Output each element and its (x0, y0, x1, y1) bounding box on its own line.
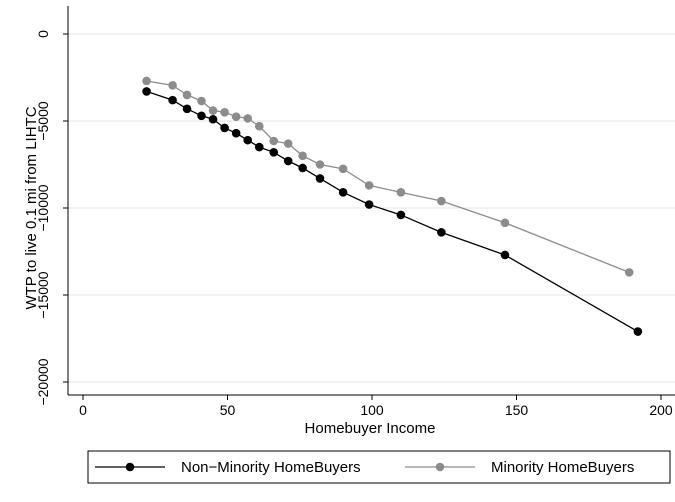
series-0-point-1 (168, 95, 177, 105)
series-1-point-9 (269, 136, 279, 146)
series-0-point-5 (220, 123, 229, 133)
x-tick-label-1: 50 (220, 402, 236, 418)
x-tick-label-2: 100 (360, 402, 384, 418)
series-layer (142, 76, 643, 336)
series-1-point-12 (315, 160, 325, 169)
series-1-point-6 (231, 112, 241, 121)
series-0-point-6 (231, 128, 241, 138)
series-1-point-4 (208, 106, 218, 115)
series-0-point-4 (208, 114, 218, 124)
legend-marker-1 (435, 462, 445, 472)
y-axis-label: WTP to live 0.1 mi from LIHTC (23, 106, 40, 309)
series-0-point-7 (243, 135, 253, 145)
series-1-point-0 (142, 76, 151, 86)
x-tick-label-0: 0 (79, 402, 87, 418)
series-0 (142, 87, 643, 336)
legend-label-1: Minority HomeBuyers (491, 459, 634, 476)
x-tick-label-4: 200 (649, 402, 673, 418)
y-tick-label-4: −20000 (35, 358, 51, 405)
series-0-point-12 (315, 174, 325, 183)
legend-marker-0 (125, 462, 135, 472)
series-0-point-15 (396, 210, 406, 220)
series-0-point-13 (338, 188, 348, 197)
series-0-point-11 (298, 163, 307, 173)
x-axis-label: Homebuyer Income (305, 420, 436, 437)
series-0-point-14 (364, 200, 374, 209)
series-0-point-3 (197, 111, 206, 121)
series-1-point-14 (364, 181, 374, 190)
series-0-point-10 (283, 156, 293, 166)
series-0-point-18 (633, 327, 643, 336)
series-1-point-16 (437, 196, 446, 206)
y-tick-label-0: 0 (35, 30, 51, 38)
series-1-point-1 (168, 81, 177, 90)
y-tick-label-1: −5000 (35, 101, 51, 141)
axes: 0 −5000 −10000 −15000 −20000 0 50 100 150 200 (35, 6, 675, 418)
x-tick-label-3: 150 (505, 402, 529, 418)
series-0-point-8 (254, 142, 264, 152)
legend-label-0: Non−Minority HomeBuyers (181, 459, 361, 476)
legend: Non−Minority HomeBuyers Minority HomeBuye… (87, 450, 671, 484)
y-tick-label-3: −15000 (35, 271, 51, 318)
series-0-point-17 (500, 250, 510, 260)
series-1-point-13 (338, 164, 348, 174)
series-0-point-0 (142, 87, 151, 96)
series-1-point-3 (197, 96, 206, 106)
series-0-point-16 (437, 228, 446, 237)
series-1-point-11 (298, 151, 307, 161)
series-1-point-18 (624, 268, 634, 277)
series-1-point-10 (283, 139, 293, 148)
series-1-point-5 (220, 108, 229, 117)
y-tick-label-2: −10000 (35, 184, 51, 231)
series-1-point-15 (396, 188, 406, 197)
series-1-point-7 (243, 114, 253, 123)
series-1-point-2 (182, 90, 192, 100)
series-1-point-17 (500, 218, 510, 228)
series-1 (142, 76, 634, 277)
series-0-point-2 (182, 104, 192, 114)
series-0-point-9 (269, 148, 279, 157)
legend-box (87, 450, 671, 484)
series-1-point-8 (254, 121, 264, 131)
